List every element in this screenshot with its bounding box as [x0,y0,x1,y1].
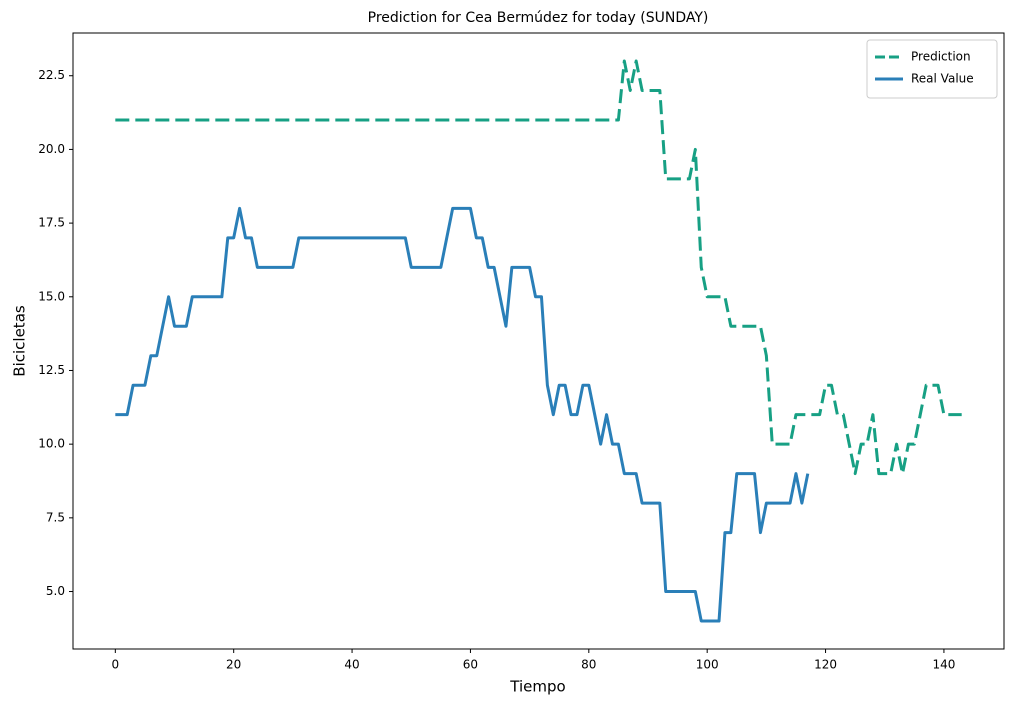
legend-box [866,39,998,99]
y-tick-label: 12.5 [38,363,65,377]
y-tick-label: 7.5 [46,510,65,524]
series-line [115,206,810,623]
x-tick-label: 80 [581,658,596,672]
y-tick-label: 20.0 [38,142,65,156]
y-tick-label: 17.5 [38,216,65,230]
x-tick-label: 40 [344,658,359,672]
legend: Prediction Real Value [866,39,998,99]
legend-label: Prediction [911,50,971,64]
y-tick-label: 15.0 [38,289,65,303]
y-tick-label: 22.5 [38,68,65,82]
x-axis-label: Tiempo [509,678,565,696]
x-tick-label: 100 [696,658,719,672]
plot-frame [72,32,1005,650]
x-tick-label: 20 [226,658,241,672]
series-line [115,59,962,476]
x-tick-label: 140 [932,658,955,672]
x-tick-label: 120 [814,658,837,672]
x-tick-label: 0 [111,658,119,672]
y-tick-label: 5.0 [46,584,65,598]
chart-title: Prediction for Cea Bermúdez for today (S… [368,10,709,26]
legend-label: Real Value [911,72,974,86]
y-axis-label: Bicicletas [11,305,29,377]
x-tick-label: 60 [463,658,478,672]
y-tick-label: 10.0 [38,437,65,451]
